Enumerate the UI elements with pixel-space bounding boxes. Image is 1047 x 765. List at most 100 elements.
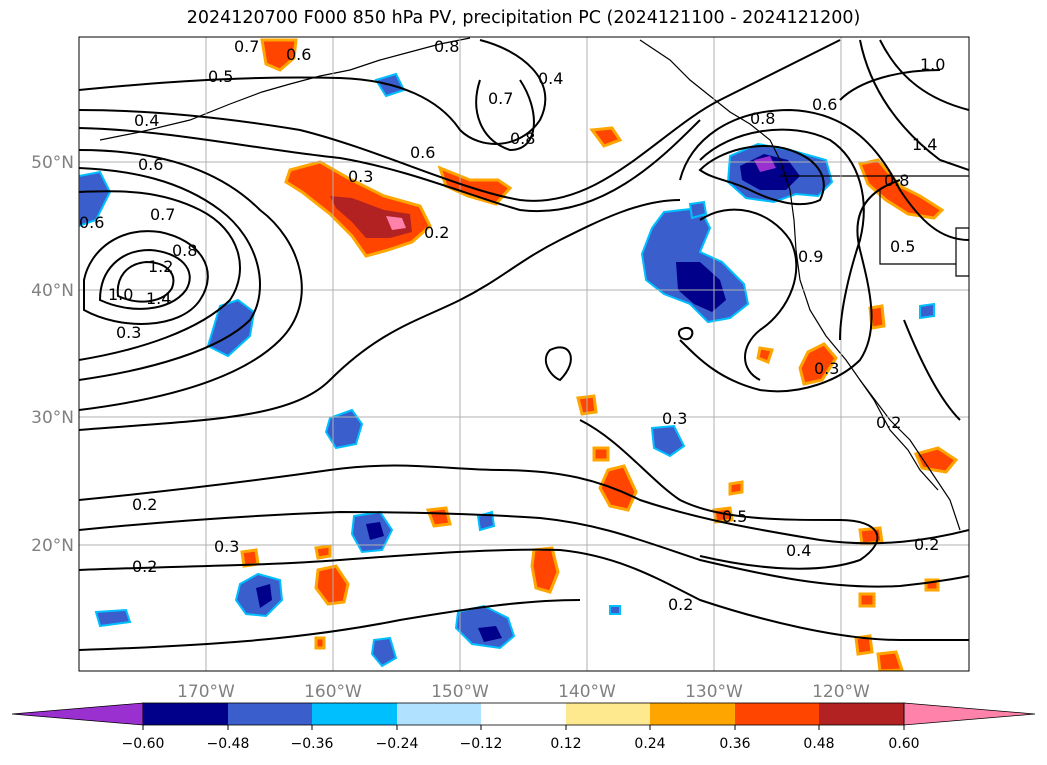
map-content: 0.7 0.6 0.8 0.5 0.4 0.7 0.8 0.6 0.4 0.6 …: [79, 37, 969, 671]
negative-anomaly-region: [79, 170, 112, 228]
contour-label: 0.5: [722, 507, 747, 526]
contour-label: 0.3: [348, 167, 373, 186]
contour-label: 0.8: [884, 171, 909, 190]
lat-label-20N: 20°N: [31, 536, 74, 556]
colorbar-tick-label: 0.60: [888, 736, 919, 752]
strong-negative-region: [256, 584, 272, 608]
lon-label-170W: 170°W: [177, 682, 235, 702]
pv-contour: [839, 69, 941, 101]
positive-anomaly-region: [589, 126, 623, 148]
pv-contour: [79, 599, 581, 651]
contour-label: 0.3: [662, 409, 687, 428]
lon-label-150W: 150°W: [431, 682, 489, 702]
contour-label: 0.7: [488, 89, 513, 108]
positive-anomaly-region: [314, 544, 332, 560]
positive-anomaly-region: [260, 38, 298, 72]
negative-anomaly-region: [476, 510, 496, 532]
negative-anomaly-region: [919, 302, 935, 320]
colorbar-tick-label: 0.48: [803, 736, 834, 752]
contour-label: 0.3: [116, 323, 141, 342]
colorbar-tick-label: 0.12: [550, 736, 581, 752]
contour-label: 0.7: [234, 37, 259, 56]
colorbar-tick-label: −0.48: [207, 736, 250, 752]
contour-label: 0.8: [510, 129, 535, 148]
contour-label: 0.8: [434, 37, 459, 56]
positive-anomaly-region: [913, 446, 959, 474]
positive-anomaly-region: [854, 634, 874, 656]
contour-label-layer: 0.7 0.6 0.8 0.5 0.4 0.7 0.8 0.6 0.4 0.6 …: [79, 37, 945, 614]
contour-label: 0.4: [134, 111, 159, 130]
lon-label-160W: 160°W: [304, 682, 362, 702]
pv-contour: [475, 79, 535, 152]
pv-contour: [678, 326, 694, 341]
contour-label: 0.2: [132, 557, 157, 576]
longitude-labels: 170°W 160°W 150°W 140°W 130°W 120°W: [177, 682, 870, 702]
pv-contour: [579, 419, 879, 570]
contour-label: 0.3: [814, 359, 839, 378]
latitude-labels: 50°N 40°N 30°N 20°N: [31, 153, 74, 556]
negative-anomaly-region: [94, 608, 132, 628]
pv-contour: [79, 167, 261, 381]
extreme-negative-region: [754, 156, 776, 172]
pv-contour: [79, 39, 547, 145]
colorbar: −0.60 −0.48 −0.36 −0.24 −0.12 0.12 0.24 …: [11, 702, 1036, 752]
contour-label: 1.0: [108, 285, 133, 304]
positive-anomaly-region: [530, 546, 560, 594]
colorbar-tick-label: 0.24: [634, 736, 665, 752]
positive-anomaly-region: [858, 526, 884, 546]
pv-contour: [544, 346, 572, 382]
contour-label: 1.4: [912, 135, 937, 154]
contour-label: 0.3: [214, 537, 239, 556]
pv-contour: [79, 190, 241, 361]
colorbar-tick-label: −0.60: [122, 736, 165, 752]
pv-contour: [79, 510, 969, 588]
coastline-layer: [99, 37, 969, 531]
colorbar-tick-marks: [142, 725, 905, 730]
pv-contour: [679, 108, 969, 241]
pv-contour: [859, 39, 969, 171]
pv-contour: [98, 248, 191, 310]
contour-label: 0.6: [79, 213, 104, 232]
contour-label: 1.4: [146, 289, 171, 308]
north-america-coastline: [779, 159, 961, 531]
pv-contour: [79, 548, 969, 641]
negative-anomaly-region: [370, 636, 398, 668]
extreme-positive-region: [386, 216, 406, 230]
strong-negative-region: [740, 154, 800, 190]
lat-label-50N: 50°N: [31, 153, 74, 173]
pv-contour: [679, 179, 901, 393]
pv-contour: [116, 260, 175, 303]
lon-label-130W: 130°W: [685, 682, 743, 702]
colorbar-segment: [650, 703, 735, 725]
colorbar-segment: [566, 703, 650, 725]
colorbar-segment: [228, 703, 312, 725]
colorbar-segment: [397, 703, 481, 725]
positive-anomaly-region: [798, 342, 838, 386]
alaska-panhandle-coastline: [639, 39, 781, 161]
colorbar-segment: [819, 703, 904, 725]
colorbar-segment: [735, 703, 819, 725]
contour-label: 0.8: [172, 241, 197, 260]
colorbar-extend-high: [903, 702, 1036, 726]
colorbar-tick-label: −0.36: [291, 736, 334, 752]
strong-negative-region: [478, 626, 502, 642]
contour-label: 0.2: [914, 535, 939, 554]
contour-label: 0.6: [138, 155, 163, 174]
positive-anomaly-region: [592, 446, 610, 462]
strong-negative-region: [366, 522, 384, 540]
positive-anomaly-region: [314, 564, 350, 606]
colorbar-frame: [142, 702, 905, 726]
colorbar-tick-label: 0.36: [719, 736, 750, 752]
contour-label: 1.0: [920, 55, 945, 74]
positive-anomaly-region: [314, 636, 326, 650]
positive-anomaly-region: [858, 592, 876, 608]
pv-contour: [79, 199, 681, 431]
contour-label: 0.6: [410, 143, 435, 162]
pv-contour: [79, 149, 303, 411]
lat-label-40N: 40°N: [31, 281, 74, 301]
us-state-border: [955, 227, 969, 277]
canada-province-border: [879, 190, 956, 265]
map-frame: [78, 36, 970, 672]
contour-label: 0.6: [812, 95, 837, 114]
